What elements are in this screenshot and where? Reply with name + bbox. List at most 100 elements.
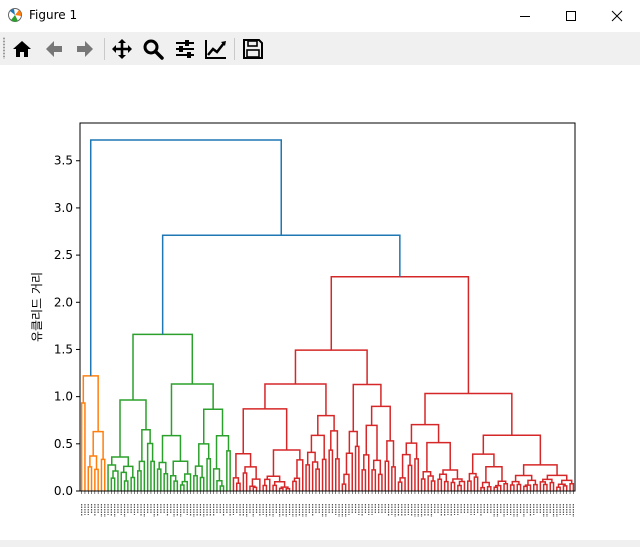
y-tick-label: 1.0 <box>54 390 73 404</box>
toolbar-separator <box>104 38 105 60</box>
dendrogram-link <box>305 464 311 491</box>
back-button[interactable] <box>41 36 67 62</box>
dendrogram-link <box>310 434 325 460</box>
pan-button[interactable] <box>109 36 135 62</box>
y-tick-label: 1.5 <box>54 342 73 356</box>
figure-background <box>0 65 640 540</box>
dendrogram-link <box>110 477 116 491</box>
dendrogram-link <box>244 466 257 480</box>
close-button[interactable] <box>594 0 640 32</box>
dendrogram-link <box>437 478 443 491</box>
dendrogram-link <box>371 469 377 491</box>
status-bar <box>0 540 640 547</box>
dendrogram-link <box>311 461 319 491</box>
toolbar-grip <box>3 37 5 59</box>
dendrogram-link <box>348 430 358 454</box>
dendrogram-link <box>184 473 192 491</box>
dendrogram-link <box>527 479 537 486</box>
dendrogram-link <box>130 476 136 491</box>
dendrogram-link <box>170 474 177 491</box>
save-icon <box>243 39 263 59</box>
dendrogram-link <box>486 486 492 491</box>
zoom-button[interactable] <box>140 36 166 62</box>
dendrogram-link <box>365 424 378 461</box>
y-axis-label: 유클리드 거리 <box>30 272 44 342</box>
y-tick-label: 0.0 <box>54 484 73 498</box>
navigation-toolbar <box>0 32 640 65</box>
dendrogram-link <box>384 460 390 491</box>
dendrogram-link <box>485 465 503 483</box>
window-title: Figure 1 <box>29 8 78 22</box>
dendrogram-link <box>442 469 459 480</box>
y-tick-label: 2.5 <box>54 248 73 262</box>
dendrogram-link <box>122 465 134 478</box>
dendrogram-link <box>272 449 301 477</box>
pan-icon <box>112 39 132 59</box>
dendrogram-link <box>495 484 502 491</box>
dendrogram-link <box>272 484 278 491</box>
dendrogram-link <box>216 480 223 491</box>
dendrogram-link <box>315 468 320 491</box>
minimize-icon <box>520 16 530 17</box>
dendrogram-link <box>361 469 367 491</box>
dendrogram-link <box>264 478 271 491</box>
dendrogram-link <box>341 483 347 491</box>
dendrogram-link <box>335 458 340 491</box>
matplotlib-icon <box>8 8 22 22</box>
dendrogram-link <box>242 472 248 491</box>
dendrogram-link <box>249 485 256 491</box>
axes-frame <box>79 122 576 492</box>
dendrogram-link <box>212 468 221 491</box>
dendrogram-link <box>235 452 252 478</box>
dendrogram-link <box>89 455 98 470</box>
dendrogram-link <box>89 139 283 376</box>
dendrogram-link <box>137 470 142 491</box>
dendrogram-link <box>328 449 334 491</box>
maximize-icon <box>566 11 576 21</box>
toolbar-separator <box>234 38 235 60</box>
dendrogram-link <box>119 399 147 457</box>
subplots-button[interactable] <box>172 36 198 62</box>
dendrogram-link <box>150 460 155 491</box>
dendrogram-link <box>242 408 288 454</box>
save-button[interactable] <box>240 36 266 62</box>
y-axis: 0.0 0.5 1.0 1.5 2.0 2.5 3.0 3.5 <box>54 154 80 498</box>
edit-axis-icon <box>205 40 226 59</box>
edit-axis-button[interactable] <box>203 36 229 62</box>
dendrogram-link <box>569 482 575 491</box>
minimize-button[interactable] <box>502 0 548 32</box>
dendrogram-link <box>482 434 542 465</box>
dendrogram-link <box>438 473 448 482</box>
dendrogram-link <box>422 470 432 479</box>
subplots-config-icon <box>176 40 194 58</box>
dendrogram-link <box>399 477 406 491</box>
dendrogram-link <box>120 471 127 491</box>
dendrogram-link <box>306 451 316 465</box>
y-tick-label: 2.0 <box>54 295 73 309</box>
dendrogram-links <box>80 139 575 491</box>
figure-canvas[interactable]: 0.0 0.5 1.0 1.5 2.0 2.5 3.0 3.5 유클리드 거리 <box>0 65 640 540</box>
dendrogram-link <box>285 487 291 491</box>
dendrogram-link <box>556 486 561 491</box>
dendrogram-link <box>170 383 214 436</box>
zoom-icon <box>143 39 164 60</box>
y-tick-label: 3.0 <box>54 201 73 215</box>
dendrogram-link <box>468 472 477 482</box>
title-bar: Figure 1 <box>0 0 640 32</box>
home-button[interactable] <box>9 36 35 62</box>
forward-arrow-icon <box>77 41 93 57</box>
y-tick-label: 0.5 <box>54 437 73 451</box>
dendrogram-link <box>542 478 553 483</box>
dendrogram-link <box>138 460 146 491</box>
maximize-button[interactable] <box>548 0 594 32</box>
forward-button[interactable] <box>72 36 98 62</box>
dendrogram-link <box>414 458 419 491</box>
dendrogram-link <box>430 480 436 491</box>
y-tick-label: 3.5 <box>54 154 73 168</box>
close-icon <box>611 10 623 22</box>
dendrogram-link <box>363 454 370 491</box>
dendrogram-link <box>452 478 463 483</box>
home-icon <box>13 41 31 57</box>
dendrogram-link <box>317 414 335 436</box>
dendrogram-link <box>443 480 449 491</box>
